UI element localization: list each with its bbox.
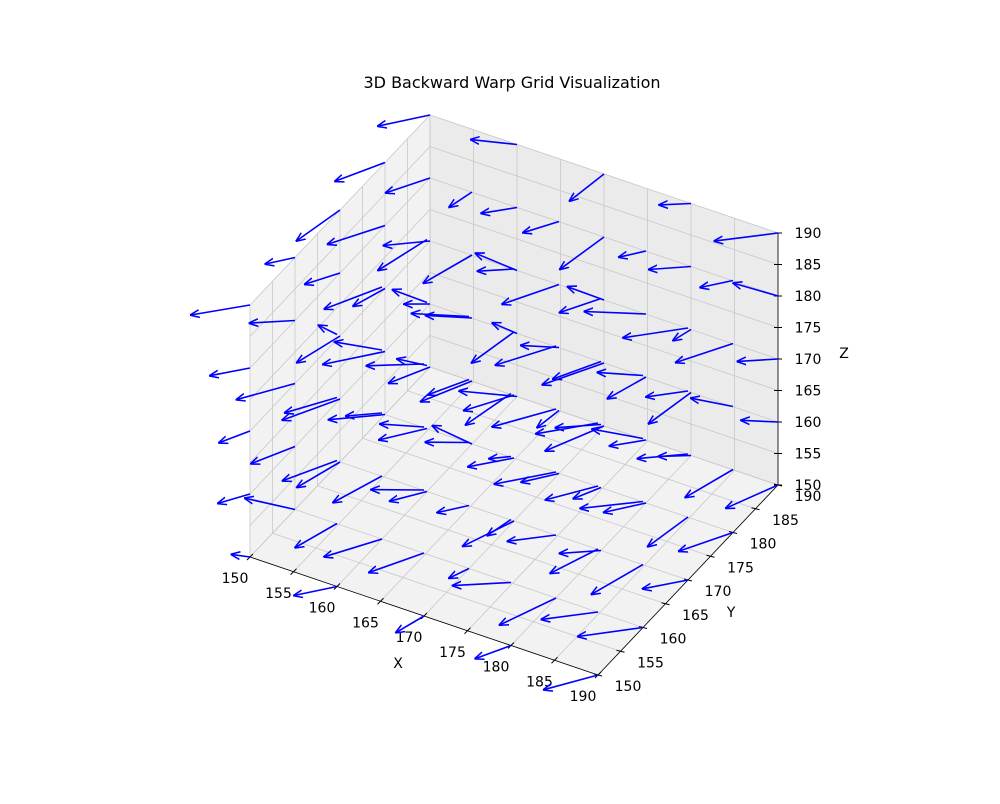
z-tick-label: 160 [795, 415, 822, 431]
x-tick-label: 180 [483, 660, 510, 676]
y-tick-label: 165 [682, 608, 709, 624]
x-tick-label: 155 [265, 586, 292, 602]
x-tick-label: 160 [309, 601, 336, 617]
y-tick-label: 170 [705, 584, 732, 600]
y-tick-label: 175 [727, 560, 754, 576]
chart-title: 3D Backward Warp Grid Visualization [363, 73, 660, 92]
x-axis-label: X [393, 656, 403, 672]
z-axis-label: Z [839, 346, 849, 362]
x-tick-label: 190 [570, 689, 597, 705]
quiver-arrow [219, 431, 250, 443]
z-tick-label: 190 [795, 226, 822, 242]
quiver-arrow [191, 305, 250, 315]
quiver-arrow [475, 646, 511, 659]
quiver-arrow [210, 368, 250, 376]
x-tick-label: 150 [222, 571, 249, 587]
y-tick-label: 160 [660, 632, 687, 648]
z-tick-label: 155 [795, 447, 822, 463]
z-tick-label: 180 [795, 289, 822, 305]
quiver-arrow [231, 554, 250, 557]
y-axis-label: Y [726, 605, 736, 621]
x-tick-label: 175 [439, 645, 466, 661]
quiver-arrow [294, 587, 337, 596]
y-tick-label: 155 [637, 655, 664, 671]
x-tick-label: 170 [396, 630, 423, 646]
z-tick-label: 175 [795, 321, 822, 337]
x-tick-label: 165 [352, 615, 379, 631]
z-tick-label: 150 [795, 478, 822, 494]
z-tick-label: 185 [795, 258, 822, 274]
y-tick-label: 180 [750, 537, 777, 553]
y-tick-label: 150 [615, 679, 642, 695]
z-tick-label: 165 [795, 384, 822, 400]
z-tick-label: 170 [795, 352, 822, 368]
y-tick-label: 185 [772, 513, 799, 529]
